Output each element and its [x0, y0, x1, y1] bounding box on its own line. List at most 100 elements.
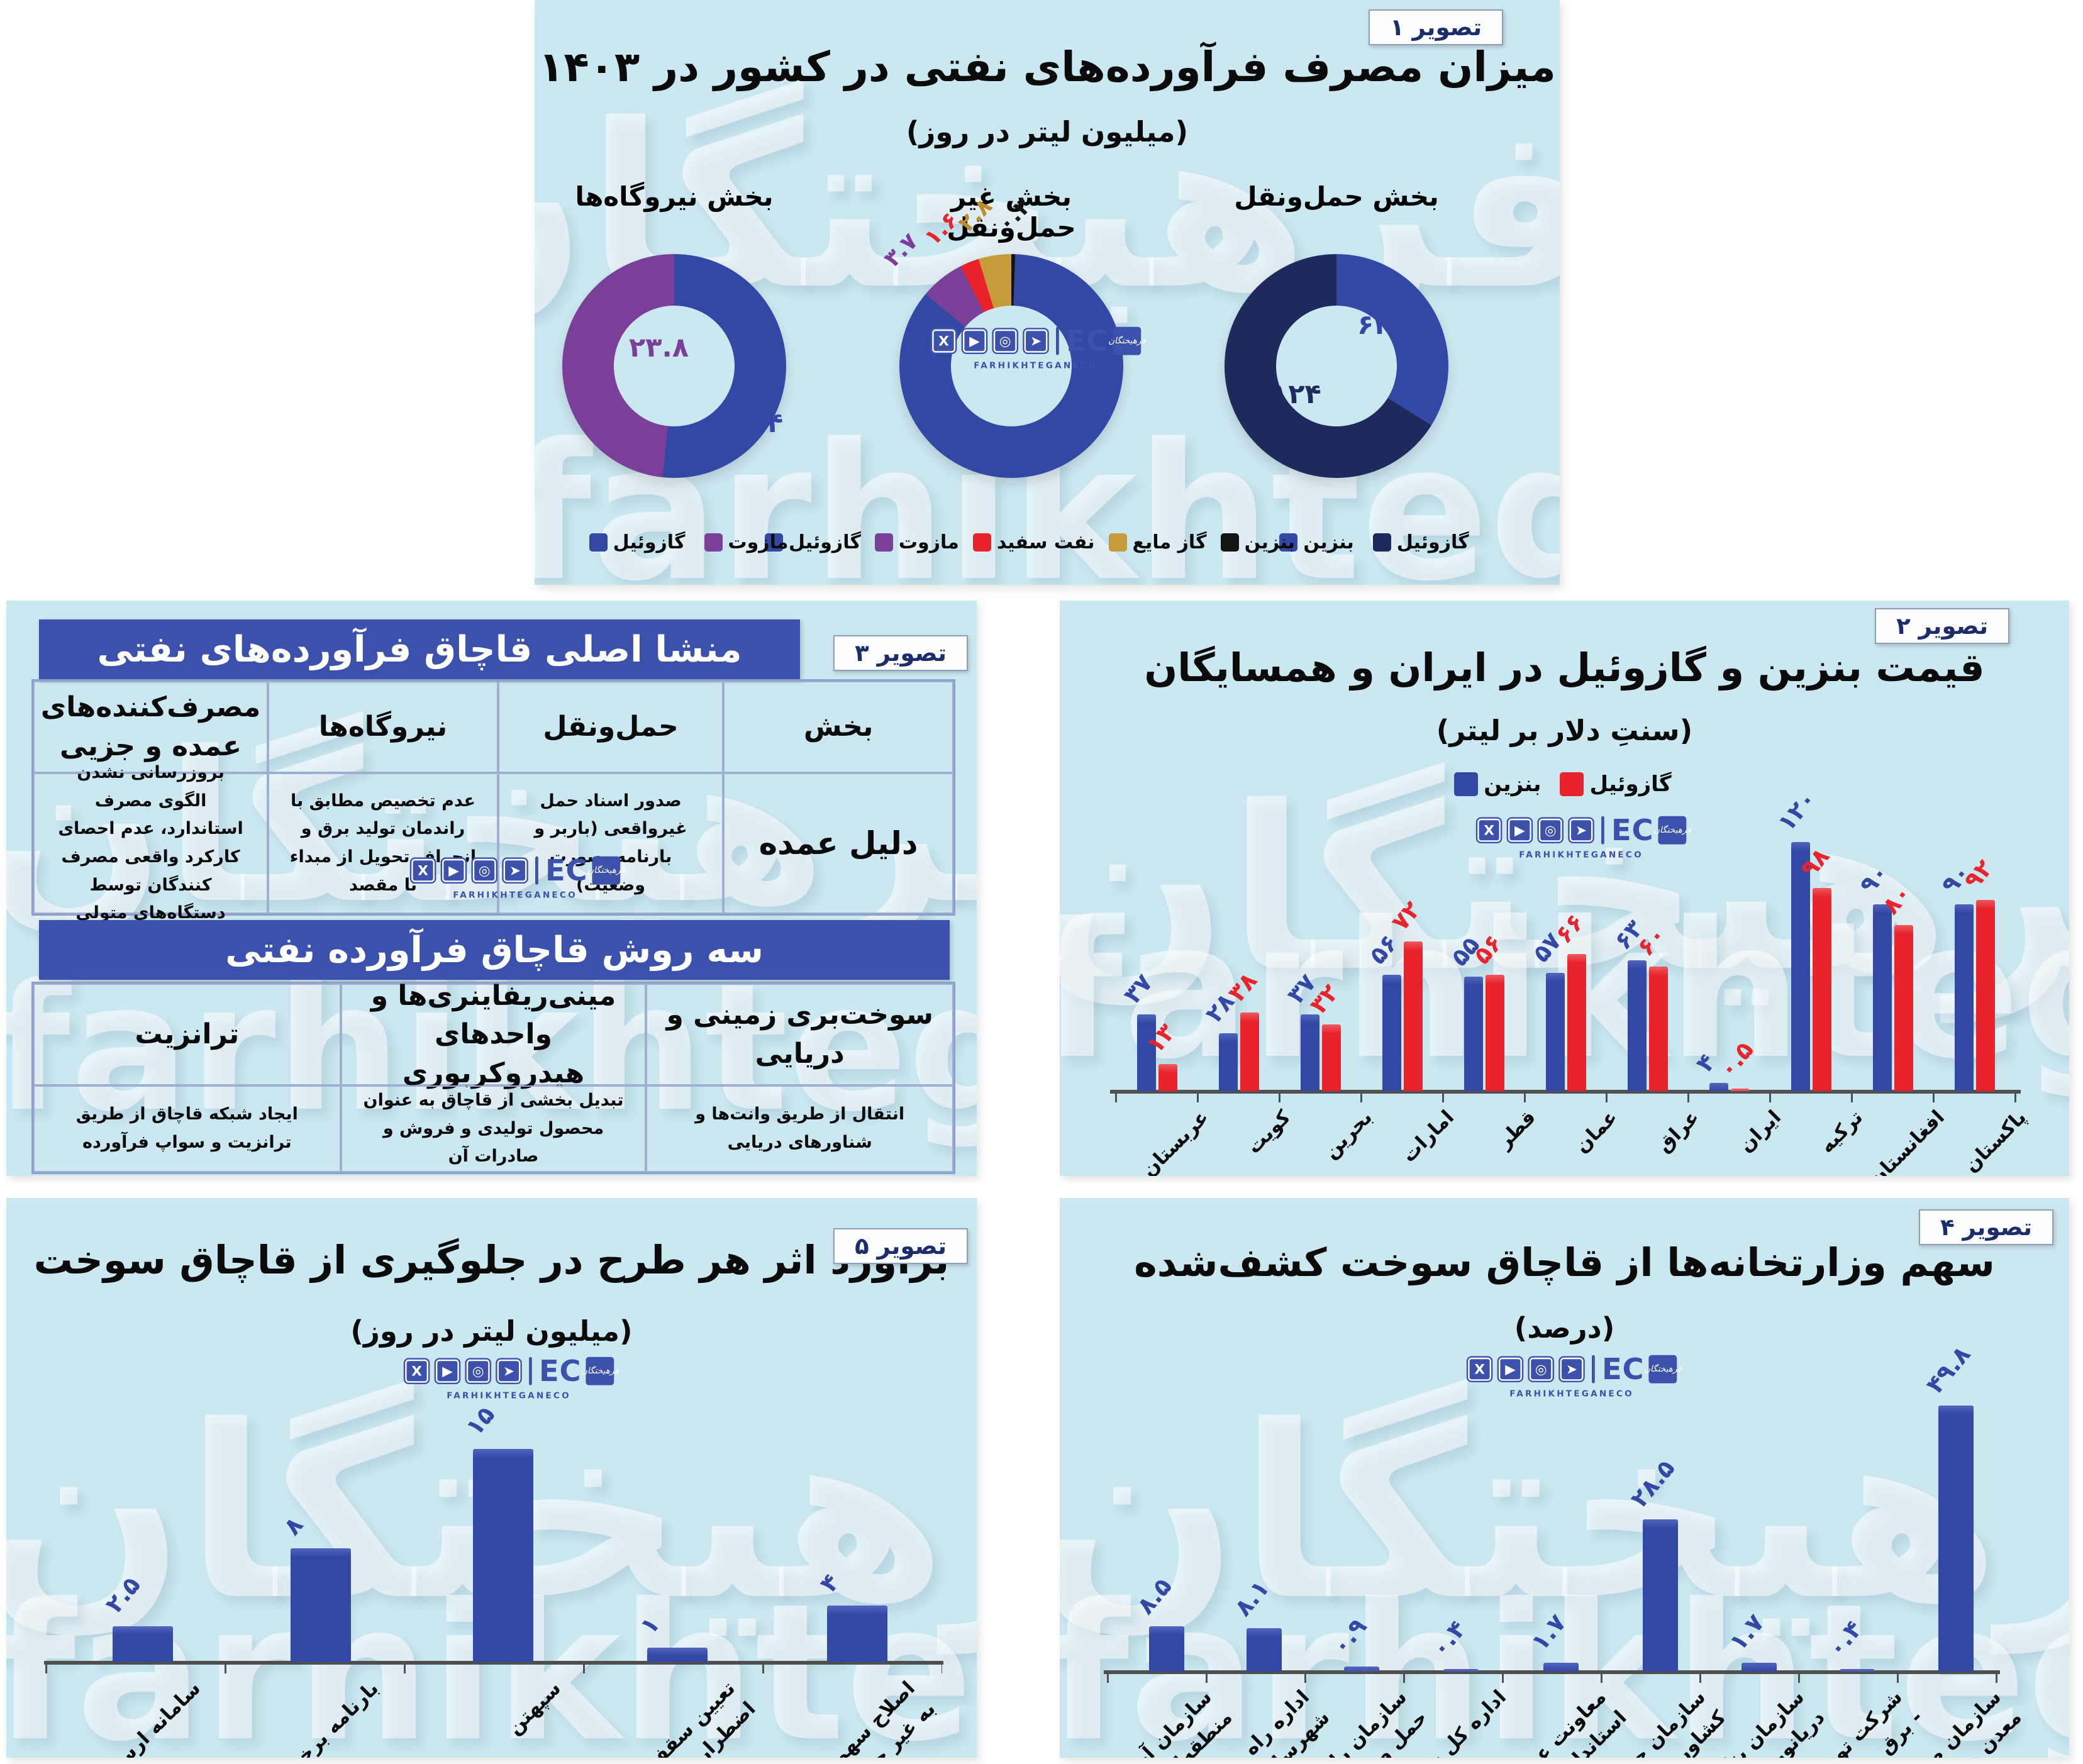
table-banner-origin: منشا اصلی قاچاق فرآورده‌های نفتی [39, 619, 800, 679]
instagram-icon: ◎ [465, 1358, 492, 1384]
bar-agriculture-jihad [1643, 1519, 1678, 1672]
cell-transit: ایجاد شبکه قاچاق از طریق ترانزیت و سواپ … [33, 1085, 341, 1172]
logo-caption: FARHIKHTEGANECO [1519, 850, 1643, 860]
x-icon: X [409, 857, 436, 884]
instagram-icon: ◎ [1537, 817, 1564, 843]
legend-swatch-blue [1279, 533, 1298, 552]
telegram-icon: ➤ [1568, 817, 1594, 843]
donut-value-gazoil-non: ۵۰.۳ [969, 434, 1029, 465]
bar-gazoil-uae [1404, 941, 1423, 1091]
bar-benzin-afghanistan [1873, 904, 1892, 1091]
logo-divider [1056, 326, 1059, 355]
plan-label: تعیین سقف برداشت از کارتاضطراری نفتگاز ج… [526, 1675, 762, 1758]
watermark-fa: فرهیختگان [1060, 1374, 2069, 1653]
bar-benzin-iraq [1628, 960, 1647, 1091]
legend-swatch-purple [704, 533, 723, 552]
eco-wordmark: EC [539, 1354, 582, 1389]
bar-quota-reform [827, 1606, 887, 1662]
cell-consumers-reason: بروزرسانی نشدن الگوی مصرف استاندارد، عدم… [33, 763, 269, 923]
bar-power-distribution [1840, 1669, 1875, 1672]
value-industry-mine-trade: ۴۹.۸ [1920, 1340, 1976, 1399]
value-benzin-uae: ۵۶ [1363, 929, 1404, 970]
legend-label-gazoil: گازوئیل [1589, 772, 1672, 797]
legend-swatch-black [1220, 533, 1239, 552]
donut-value-gazoil-power: ۲۵.۴ [723, 408, 784, 439]
bar-gazoil-afghanistan [1894, 925, 1913, 1091]
legend-label-gaz-maye: گاز مایع [1132, 531, 1207, 553]
section-title-non-transport: بخش غیر حمل‌ونقل [947, 181, 1076, 243]
youtube-icon: ▶ [440, 857, 467, 884]
x-axis [44, 1661, 943, 1665]
plan-label: سپهتن [396, 1675, 568, 1758]
plan-label: بارنامه برخط [214, 1675, 386, 1758]
bar-gazoil-bahrain [1322, 1024, 1341, 1091]
bar-regional-water [1149, 1626, 1184, 1672]
bar-gazoil-kuwait [1240, 1012, 1259, 1091]
panel-subtitle: (میلیون لیتر در روز) [906, 115, 1189, 148]
value-road-maintenance: ۰.۹ [1326, 1612, 1372, 1660]
panel-subtitle: (میلیون لیتر در روز) [350, 1314, 633, 1348]
bar-receipt-system [113, 1626, 173, 1662]
panel-title: قیمت بنزین و گازوئیل در ایران و همسایگان [1144, 645, 1985, 691]
value-ports-maritime: ۱.۷ [1723, 1609, 1770, 1656]
cell-mini-refinery: تبدیل بخشی از قاچاق به عنوان محصول تولید… [340, 1085, 647, 1172]
legend-swatch-red [972, 533, 991, 552]
col-header-fuel-carrying: سوخت‌بری زمینی و دریایی [646, 984, 953, 1085]
bar-benzin-bahrain [1301, 1014, 1319, 1091]
bar-card-cap [647, 1648, 708, 1662]
bar-benzin-kuwait [1219, 1033, 1238, 1091]
panel-title: برآورد اثر هر طرح در جلوگیری از قاچاق سو… [33, 1237, 950, 1283]
bar-governorate-civil [1543, 1663, 1579, 1672]
plan-label: اصلاح سهمیه تخصیص سوختبه غیر حمل‌ونقل [705, 1675, 942, 1758]
panel-title: سهم وزارتخانه‌ها از قاچاق سوخت کشف‌شده [1134, 1240, 1995, 1285]
panel-plan-impact: فرهیختگان farhikhtegan تصویر ۵ برآورد اث… [6, 1198, 977, 1758]
bar-road-maintenance [1344, 1667, 1379, 1672]
bar-benzin-iran [1709, 1083, 1728, 1091]
bar-gazoil-qatar [1486, 975, 1504, 1091]
bar-benzin-uae [1382, 975, 1401, 1091]
cell-power-reason: عدم تخصیص مطابق با راندمان تولید برق و ا… [268, 773, 498, 914]
farhikhteganeco-logo: X ▶ ◎ ➤ EC فرهیختگان FARHIKHTEGANECO [1475, 813, 1691, 860]
col-header-mini-refinery: مینی‌ریفاینری‌ها و واحدهای هیدروکربوری [340, 980, 647, 1089]
origin-table: بخش حمل‌ونقل نیروگاه‌ها مصرف‌کننده‌های ع… [31, 679, 955, 923]
value-governorate-civil: ۱.۷ [1525, 1609, 1572, 1656]
x-axis-ticks [45, 1664, 942, 1673]
value-card-cap: ۱ [634, 1611, 665, 1640]
logo-divider [535, 856, 538, 885]
bar-benzin-qatar [1464, 977, 1483, 1091]
bar-benzin-pakistan [1955, 904, 1974, 1091]
legend-power: مازوت گازوئیل [560, 531, 818, 553]
country-label: عربستان [1137, 1106, 1213, 1176]
legend-non-transport: بنزین گاز مایع نفت سفید مازوت گازوئیل [764, 531, 1295, 553]
eco-wordmark: EC [1066, 324, 1109, 358]
panel-smuggling-origin-table: فرهیختگان farhikhtegan تصویر ۳ منشا اصلی… [6, 601, 977, 1176]
instagram-icon: ◎ [1528, 1356, 1555, 1382]
value-sepahtan: ۱۵ [460, 1401, 501, 1441]
cell-fuel-carrying: انتقال از طریق وانت‌ها و شناورهای دریایی [646, 1085, 953, 1172]
panel-subtitle: (درصد) [1514, 1311, 1615, 1345]
bar-sepahtan [473, 1449, 533, 1662]
eco-wordmark: EC [1611, 813, 1654, 848]
donut-transport [1225, 254, 1448, 478]
telegram-icon: ➤ [502, 857, 528, 884]
logo-caption: FARHIKHTEGANECO [453, 890, 577, 901]
panel-subtitle: (سنتِ دلار بر لیتر) [1436, 714, 1693, 747]
panel-consumption-1403: فرهیختگان farhikhtegan تصویر ۱ میزان مصر… [535, 0, 1560, 585]
bar-gazoil-iran [1731, 1089, 1750, 1091]
x-icon: X [1475, 817, 1503, 843]
col-header-transport: حمل‌ونقل [497, 681, 724, 773]
section-title-transport: بخش حمل‌ونقل [1234, 181, 1439, 212]
plan-label-line1: سامانه ارسال رسید [55, 1677, 205, 1758]
logo-divider [1601, 816, 1604, 845]
eco-wordmark: EC [1602, 1352, 1645, 1387]
plan-label-line1: سپهتن [503, 1677, 565, 1739]
bar-online-waybill [291, 1548, 351, 1662]
x-axis [1110, 1090, 2021, 1094]
ministry-label: سازمان آب منطقه‌ای [1060, 1684, 1239, 1758]
value-benzin-saudi: ۳۷ [1118, 968, 1158, 1009]
col-header-power: نیروگاه‌ها [268, 681, 498, 773]
panel-title: میزان مصرف فرآورده‌های نفتی در کشور در ۱… [538, 43, 1556, 91]
section-title-power: بخش نیروگاه‌ها [575, 181, 774, 212]
value-online-waybill: ۸ [277, 1511, 309, 1541]
